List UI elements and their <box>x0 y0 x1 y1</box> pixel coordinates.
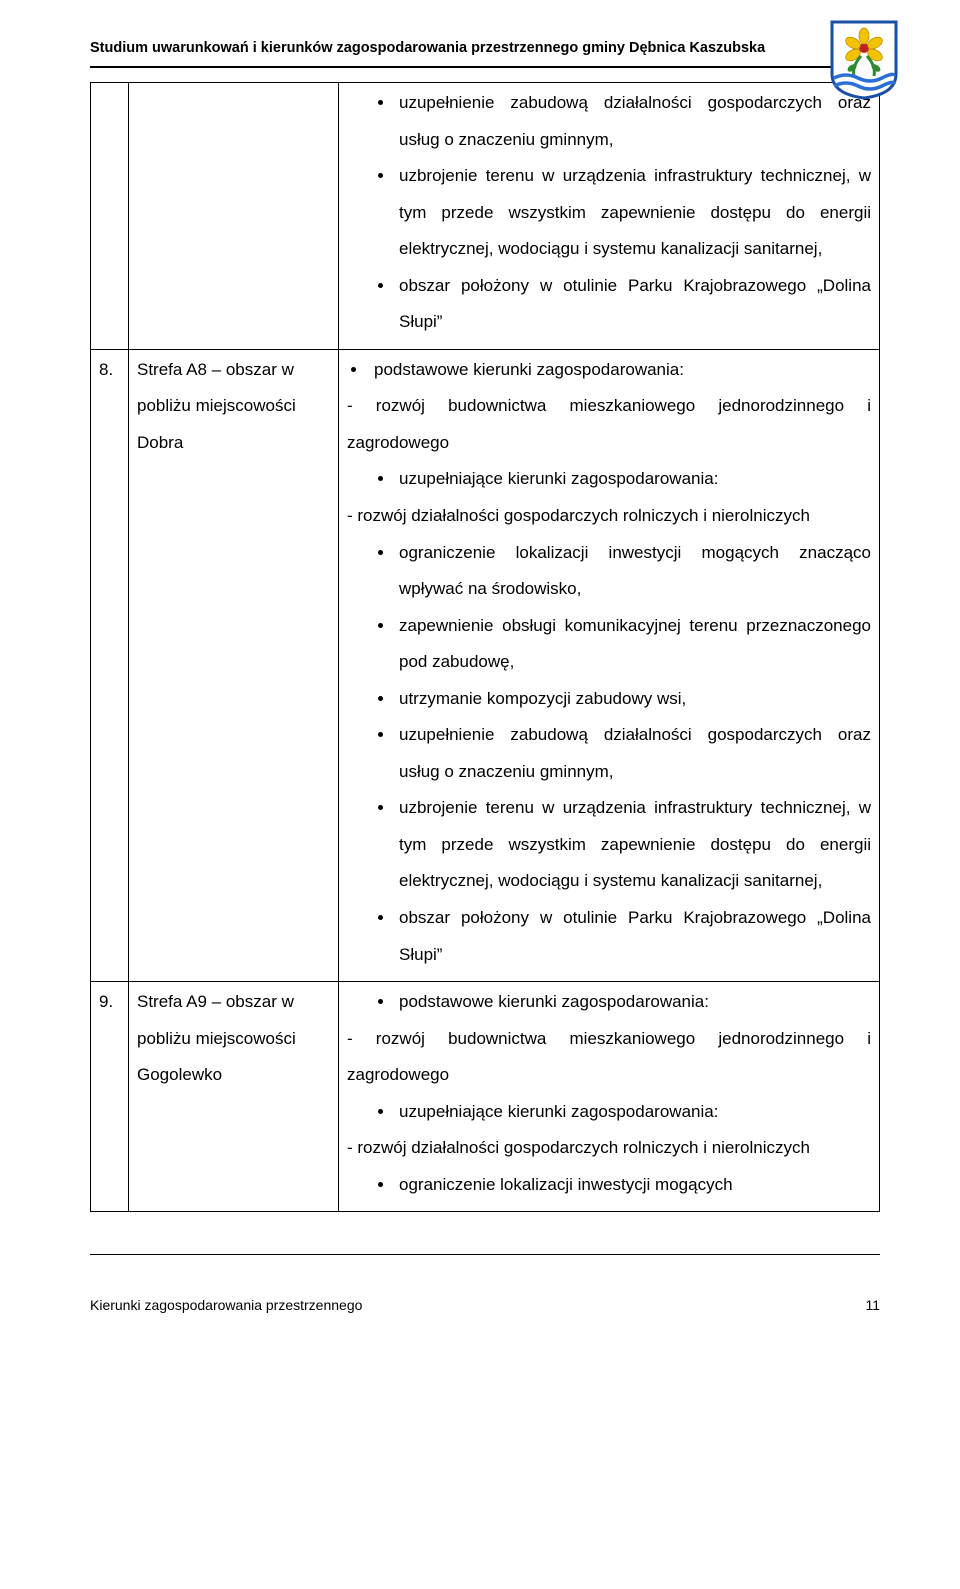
table-row: 8. Strefa A8 – obszar w pobliżu miejscow… <box>91 349 880 981</box>
header-title: Studium uwarunkowań i kierunków zagospod… <box>90 40 880 66</box>
bullet-item: uzupełniające kierunki zagospodarowania: <box>395 1094 871 1131</box>
bullet-item: zapewnienie obsługi komunikacyjnej teren… <box>395 608 871 681</box>
crest-icon <box>828 18 900 100</box>
bullet-item: uzupełnienie zabudową działalności gospo… <box>395 85 871 158</box>
row-desc: podstawowe kierunki zagospodarowania: - … <box>339 982 880 1212</box>
bullet-item: ograniczenie lokalizacji inwestycji mogą… <box>395 535 871 608</box>
footer-page-number: 11 <box>865 1297 880 1313</box>
table-row: 9. Strefa A9 – obszar w pobliżu miejscow… <box>91 982 880 1212</box>
footer-divider <box>90 1254 880 1255</box>
bullet-item: uzupełnienie zabudową działalności gospo… <box>395 717 871 790</box>
bullet-item: obszar położony w otulinie Parku Krajobr… <box>395 900 871 973</box>
bullet-item: podstawowe kierunki zagospodarowania: <box>395 984 871 1021</box>
bullet-item: utrzymanie kompozycji zabudowy wsi, <box>395 681 871 718</box>
bullet-item: podstawowe kierunki zagospodarowania: <box>347 352 871 389</box>
row-zone <box>129 83 339 350</box>
row-desc: podstawowe kierunki zagospodarowania: - … <box>339 349 880 981</box>
row-desc: uzupełnienie zabudową działalności gospo… <box>339 83 880 350</box>
paragraph: - rozwój działalności gospodarczych roln… <box>347 1130 871 1167</box>
row-zone: Strefa A9 – obszar w pobliżu miejscowośc… <box>129 982 339 1212</box>
table-row: uzupełnienie zabudową działalności gospo… <box>91 83 880 350</box>
bullet-item: uzupełniające kierunki zagospodarowania: <box>395 461 871 498</box>
header-divider <box>90 66 880 68</box>
bullet-item: uzbrojenie terenu w urządzenia infrastru… <box>395 158 871 268</box>
content-table: uzupełnienie zabudową działalności gospo… <box>90 82 880 1212</box>
row-num: 8. <box>91 349 129 981</box>
row-zone: Strefa A8 – obszar w pobliżu miejscowośc… <box>129 349 339 981</box>
paragraph: - rozwój działalności gospodarczych roln… <box>347 498 871 535</box>
paragraph: - rozwój budownictwa mieszkaniowego jedn… <box>347 388 871 461</box>
bullet-item: ograniczenie lokalizacji inwestycji mogą… <box>395 1167 871 1204</box>
paragraph: - rozwój budownictwa mieszkaniowego jedn… <box>347 1021 871 1094</box>
row-num: 9. <box>91 982 129 1212</box>
bullet-item: uzbrojenie terenu w urządzenia infrastru… <box>395 790 871 900</box>
bullet-item: obszar położony w otulinie Parku Krajobr… <box>395 268 871 341</box>
row-num <box>91 83 129 350</box>
footer-left: Kierunki zagospodarowania przestrzennego <box>90 1297 362 1313</box>
